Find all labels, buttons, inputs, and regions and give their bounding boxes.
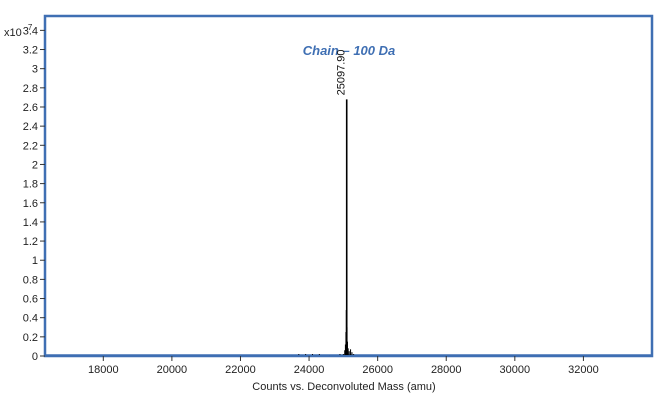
x-tick-label-3: 24000 xyxy=(294,364,325,376)
x-tick-label-2: 22000 xyxy=(225,364,256,376)
y-tick-label-14: 2.8 xyxy=(23,83,38,95)
y-axis-ticks: 0 0.2 0.4 0.6 0.8 1 1.2 1.4 1.6 1.8 2 2.2 2.4 2.6 2.8 3… xyxy=(23,25,45,363)
x-tick-label-1: 20000 xyxy=(157,364,188,376)
series-layer xyxy=(46,99,651,356)
x-tick-label-4: 26000 xyxy=(362,364,393,376)
y-axis-multiplier-exponent: 7 xyxy=(28,23,33,32)
x-tick-label-5: 28000 xyxy=(431,364,462,376)
y-axis-multiplier: x10 7 xyxy=(4,23,33,39)
y-tick-label-7: 1.4 xyxy=(23,217,38,229)
x-axis-ticks: 18000 20000 22000 24000 26000 28000 30000 32000 xyxy=(88,356,599,376)
x-tick-label-6: 30000 xyxy=(500,364,531,376)
y-tick-label-2: 0.4 xyxy=(23,313,38,325)
y-tick-label-0: 0 xyxy=(32,351,38,363)
plot-frame xyxy=(43,14,654,358)
annotation-layer: 25097.90 xyxy=(336,49,348,95)
y-tick-label-5: 1 xyxy=(32,255,38,267)
y-tick-label-13: 2.6 xyxy=(23,102,38,114)
chart-title: Chain – 100 Da xyxy=(303,43,396,58)
x-tick-label-7: 32000 xyxy=(568,364,599,376)
y-tick-label-15: 3 xyxy=(32,64,38,76)
y-tick-label-3: 0.6 xyxy=(23,294,38,306)
y-tick-label-17: 3.4 xyxy=(23,25,38,37)
y-tick-label-6: 1.2 xyxy=(23,236,38,248)
y-tick-label-8: 1.6 xyxy=(23,198,38,210)
y-tick-label-10: 2 xyxy=(32,159,38,171)
y-tick-label-11: 2.2 xyxy=(23,140,38,152)
y-tick-label-9: 1.8 xyxy=(23,179,38,191)
x-tick-label-0: 18000 xyxy=(88,364,119,376)
y-tick-label-16: 3.2 xyxy=(23,45,38,57)
y-tick-label-1: 0.2 xyxy=(23,332,38,344)
y-axis-multiplier-base: x10 xyxy=(4,27,22,39)
y-tick-label-12: 2.4 xyxy=(23,121,38,133)
x-axis-label: Counts vs. Deconvoluted Mass (amu) xyxy=(252,381,435,393)
y-tick-label-4: 0.8 xyxy=(23,274,38,286)
peak-annotation-0: 25097.90 xyxy=(336,49,348,95)
